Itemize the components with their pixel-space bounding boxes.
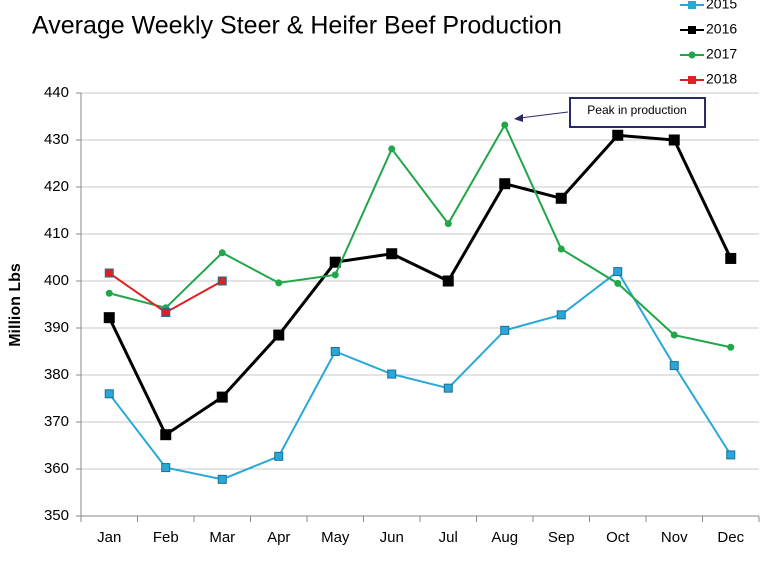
point [160, 429, 172, 441]
point [668, 134, 680, 146]
point [331, 271, 339, 279]
point [218, 249, 226, 257]
x-tick-label: Apr [267, 529, 290, 546]
legend-marker [688, 51, 696, 59]
legend-label: 2015 [706, 0, 737, 12]
y-tick-label: 350 [44, 507, 69, 524]
y-axis-label: Million Lbs [7, 263, 24, 347]
point [161, 463, 171, 473]
point [273, 329, 285, 341]
point [104, 268, 114, 278]
legend-marker [688, 1, 696, 9]
point [727, 343, 735, 351]
point [105, 289, 113, 297]
annotation: Peak in production [587, 103, 686, 117]
series-line [109, 122, 731, 349]
y-tick-label: 430 [44, 131, 69, 148]
x-tick-label: Jun [380, 529, 404, 546]
x-tick-label: Jan [97, 529, 121, 546]
legend-label: 2017 [706, 46, 737, 62]
point [442, 275, 454, 287]
point [386, 248, 398, 260]
point [670, 331, 678, 339]
y-tick-label: 380 [44, 366, 69, 383]
point [501, 121, 509, 129]
y-tick-label: 410 [44, 225, 69, 242]
x-tick-label: May [321, 529, 350, 546]
y-tick-label: 390 [44, 319, 69, 336]
y-tick-label: 440 [44, 84, 69, 101]
legend-marker [688, 76, 696, 84]
point [669, 361, 679, 371]
x-tick-label: Feb [153, 529, 179, 546]
x-tick-label: Sep [548, 529, 575, 546]
point [612, 129, 624, 141]
point [499, 178, 511, 190]
point [725, 252, 737, 264]
point [726, 450, 736, 460]
y-tick-label: 400 [44, 272, 69, 289]
x-tick-label: Mar [209, 529, 235, 546]
point [216, 391, 228, 403]
point [217, 474, 227, 484]
point [500, 325, 510, 335]
legend-label: 2018 [706, 71, 737, 87]
point [555, 192, 567, 204]
point [161, 307, 171, 317]
y-tick-label: 370 [44, 413, 69, 430]
point [614, 279, 622, 287]
x-tick-label: Jul [439, 529, 458, 546]
legend-marker [688, 26, 696, 34]
point [387, 369, 397, 379]
point [217, 276, 227, 286]
series-line [108, 270, 732, 481]
point [104, 389, 114, 399]
point [274, 451, 284, 461]
legend-label: 2016 [706, 21, 737, 37]
y-tick-label: 420 [44, 178, 69, 195]
chart-title: Average Weekly Steer & Heifer Beef Produ… [32, 12, 562, 40]
x-tick-label: Nov [661, 529, 688, 546]
annotation-arrowhead [514, 114, 523, 122]
annotation-box [569, 97, 706, 128]
point [330, 347, 340, 356]
point [443, 383, 453, 393]
y-tick-label: 360 [44, 460, 69, 477]
series-line [107, 133, 733, 437]
point [275, 279, 283, 287]
point [388, 145, 396, 153]
x-tick-label: Oct [606, 529, 630, 546]
x-tick-label: Dec [717, 529, 744, 546]
x-tick-label: Aug [491, 529, 518, 546]
point [556, 310, 566, 320]
point [103, 312, 115, 324]
point [613, 267, 623, 277]
annotation-arrow [519, 111, 569, 119]
point [557, 245, 565, 253]
point [444, 220, 452, 228]
